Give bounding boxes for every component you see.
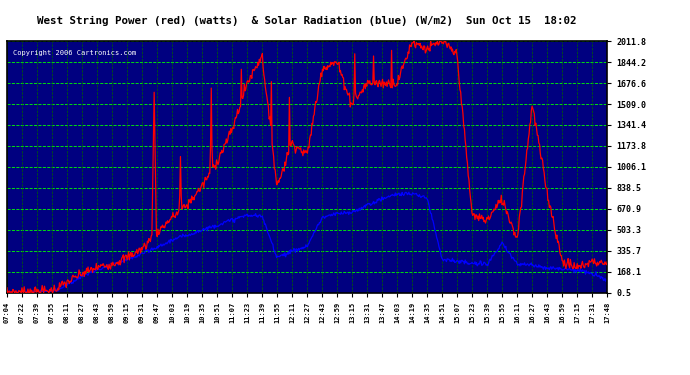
Text: Copyright 2006 Cartronics.com: Copyright 2006 Cartronics.com — [13, 51, 136, 57]
Text: West String Power (red) (watts)  & Solar Radiation (blue) (W/m2)  Sun Oct 15  18: West String Power (red) (watts) & Solar … — [37, 16, 577, 26]
